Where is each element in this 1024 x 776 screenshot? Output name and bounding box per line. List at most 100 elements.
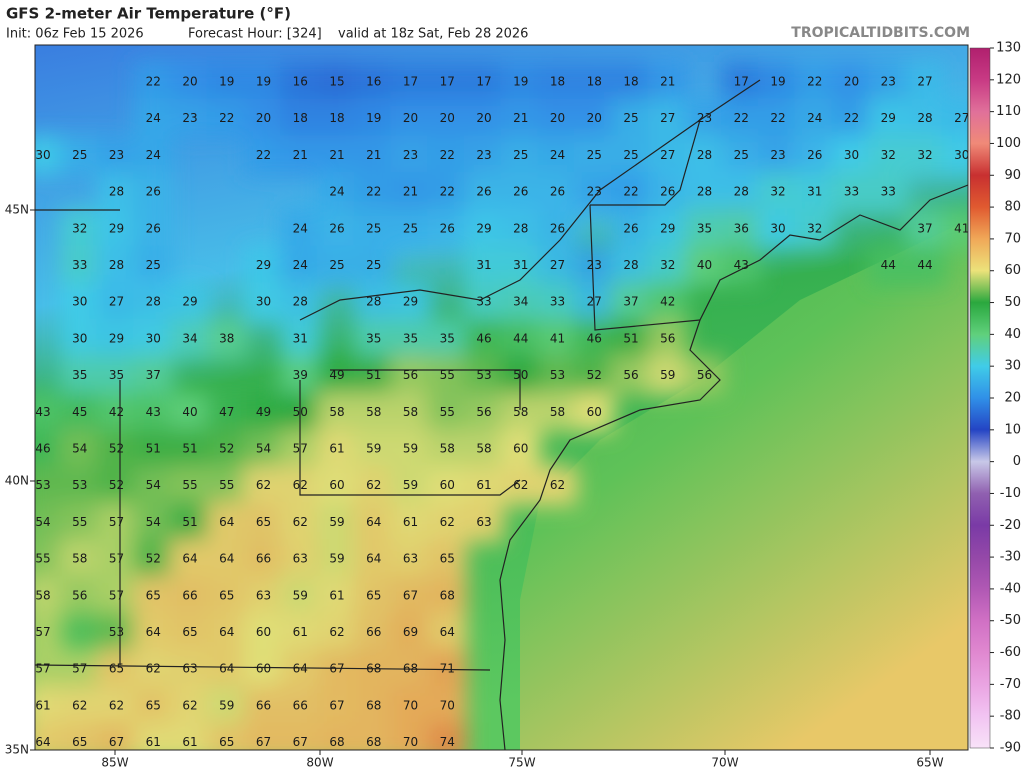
- temperature-cell: [133, 465, 174, 506]
- temperature-cell: [868, 62, 909, 102]
- temperature-cell: [353, 685, 394, 726]
- temperature-value: 33: [476, 295, 491, 309]
- temperature-value: 19: [513, 75, 528, 89]
- temperature-cell: [96, 649, 137, 690]
- temperature-value: 27: [917, 75, 932, 89]
- temperature-cell: [905, 98, 945, 139]
- temperature-cell: [317, 172, 357, 213]
- temperature-cell: [427, 208, 468, 249]
- temperature-cell: [905, 62, 945, 102]
- temperature-cell: [35, 392, 63, 433]
- temperature-value: 33: [881, 185, 896, 199]
- temperature-cell: [390, 172, 431, 213]
- temperature-value: 61: [182, 735, 197, 749]
- temperature-cell: [206, 502, 247, 543]
- temperature-value: 58: [72, 552, 87, 566]
- temperature-value: 62: [256, 478, 271, 492]
- temperature-value: 65: [72, 735, 87, 749]
- temperature-value: 61: [403, 515, 418, 529]
- temperature-cell: [427, 685, 468, 726]
- temperature-cell: [243, 502, 284, 543]
- temperature-cell: [353, 722, 394, 750]
- colorbar-scale: [969, 47, 991, 749]
- axes: 45N 40N 35N 85W 80W 75W 70W 65W: [5, 203, 944, 770]
- temperature-value: 58: [550, 405, 565, 419]
- temperature-cell: [170, 612, 210, 653]
- temperature-cell: [427, 722, 468, 750]
- temperature-cell: [243, 539, 284, 580]
- colorbar-tick-label: -10: [1000, 486, 1021, 501]
- temperature-cell: [170, 722, 210, 750]
- temperature-value: 18: [329, 111, 344, 125]
- temperature-cell: [243, 722, 284, 750]
- temperature-cell: [500, 282, 541, 323]
- temperature-cell: [280, 612, 321, 653]
- colorbar-tick-label: -60: [1000, 645, 1021, 660]
- temperature-cell: [427, 429, 468, 469]
- temperature-cell: [794, 62, 835, 102]
- temperature-value: 29: [256, 258, 271, 272]
- temperature-cell: [280, 245, 321, 286]
- temperature-cell: [390, 135, 431, 176]
- temperature-cell: [611, 208, 651, 249]
- temperature-cell: [59, 245, 100, 286]
- temperature-value: 54: [256, 442, 271, 456]
- temperature-value: 59: [219, 698, 234, 712]
- temperature-cell: [133, 208, 174, 249]
- temperature-value: 53: [109, 625, 124, 639]
- temperature-value: 60: [513, 442, 528, 456]
- temperature-value: 28: [917, 111, 932, 125]
- temperature-cell: [464, 318, 504, 359]
- temperature-value: 56: [72, 588, 87, 602]
- temperature-cell: [574, 62, 615, 102]
- temperature-value: 54: [35, 515, 50, 529]
- temperature-value: 67: [329, 662, 344, 676]
- temperature-cell: [280, 282, 321, 323]
- temperature-cell: [96, 355, 137, 396]
- temperature-cell: [427, 135, 468, 176]
- temperature-cell: [353, 245, 394, 286]
- temperature-value: 51: [146, 442, 161, 456]
- temperature-cell: [390, 392, 431, 433]
- ocean: [520, 220, 968, 750]
- temperature-value: 42: [660, 295, 675, 309]
- temperature-cell: [133, 282, 174, 323]
- temperature-cell: [721, 172, 762, 213]
- lat-label: 40N: [5, 474, 29, 488]
- temperature-value: 56: [660, 331, 675, 345]
- temperature-value: 28: [293, 295, 308, 309]
- temperature-cell: [390, 539, 431, 580]
- temperature-cell: [353, 502, 394, 543]
- temperature-value: 54: [146, 478, 161, 492]
- temperature-value: 22: [807, 75, 822, 89]
- temperature-value: 17: [476, 75, 491, 89]
- temperature-value: 56: [403, 368, 418, 382]
- temperature-cell: [170, 392, 210, 433]
- temperature-value: 53: [72, 478, 87, 492]
- temperature-value: 29: [403, 295, 418, 309]
- temperature-cell: [96, 465, 137, 506]
- colorbar-tick-label: 120: [996, 72, 1021, 87]
- temperature-value: 49: [256, 405, 271, 419]
- temperature-value: 58: [513, 405, 528, 419]
- temperature-value: 20: [550, 111, 565, 125]
- temperature-value: 65: [146, 588, 161, 602]
- temperature-cell: [35, 649, 63, 690]
- temperature-value: 37: [917, 221, 932, 235]
- temperature-cell: [427, 98, 468, 139]
- border: [35, 79, 761, 321]
- temperature-cell: [611, 282, 651, 323]
- temperature-value: 25: [329, 258, 344, 272]
- temperature-value: 64: [35, 735, 50, 749]
- temperature-cell: [170, 575, 210, 616]
- temperature-cell: [206, 392, 247, 433]
- temperature-value: 22: [440, 185, 455, 199]
- temperature-value: 61: [146, 735, 161, 749]
- temperature-value: 27: [660, 148, 675, 162]
- temperature-value: 59: [329, 552, 344, 566]
- temperature-value: 64: [146, 625, 161, 639]
- temperature-value: 60: [256, 662, 271, 676]
- temperature-cell: [721, 62, 762, 102]
- temperature-cell: [353, 355, 394, 396]
- temperature-value: 26: [329, 221, 344, 235]
